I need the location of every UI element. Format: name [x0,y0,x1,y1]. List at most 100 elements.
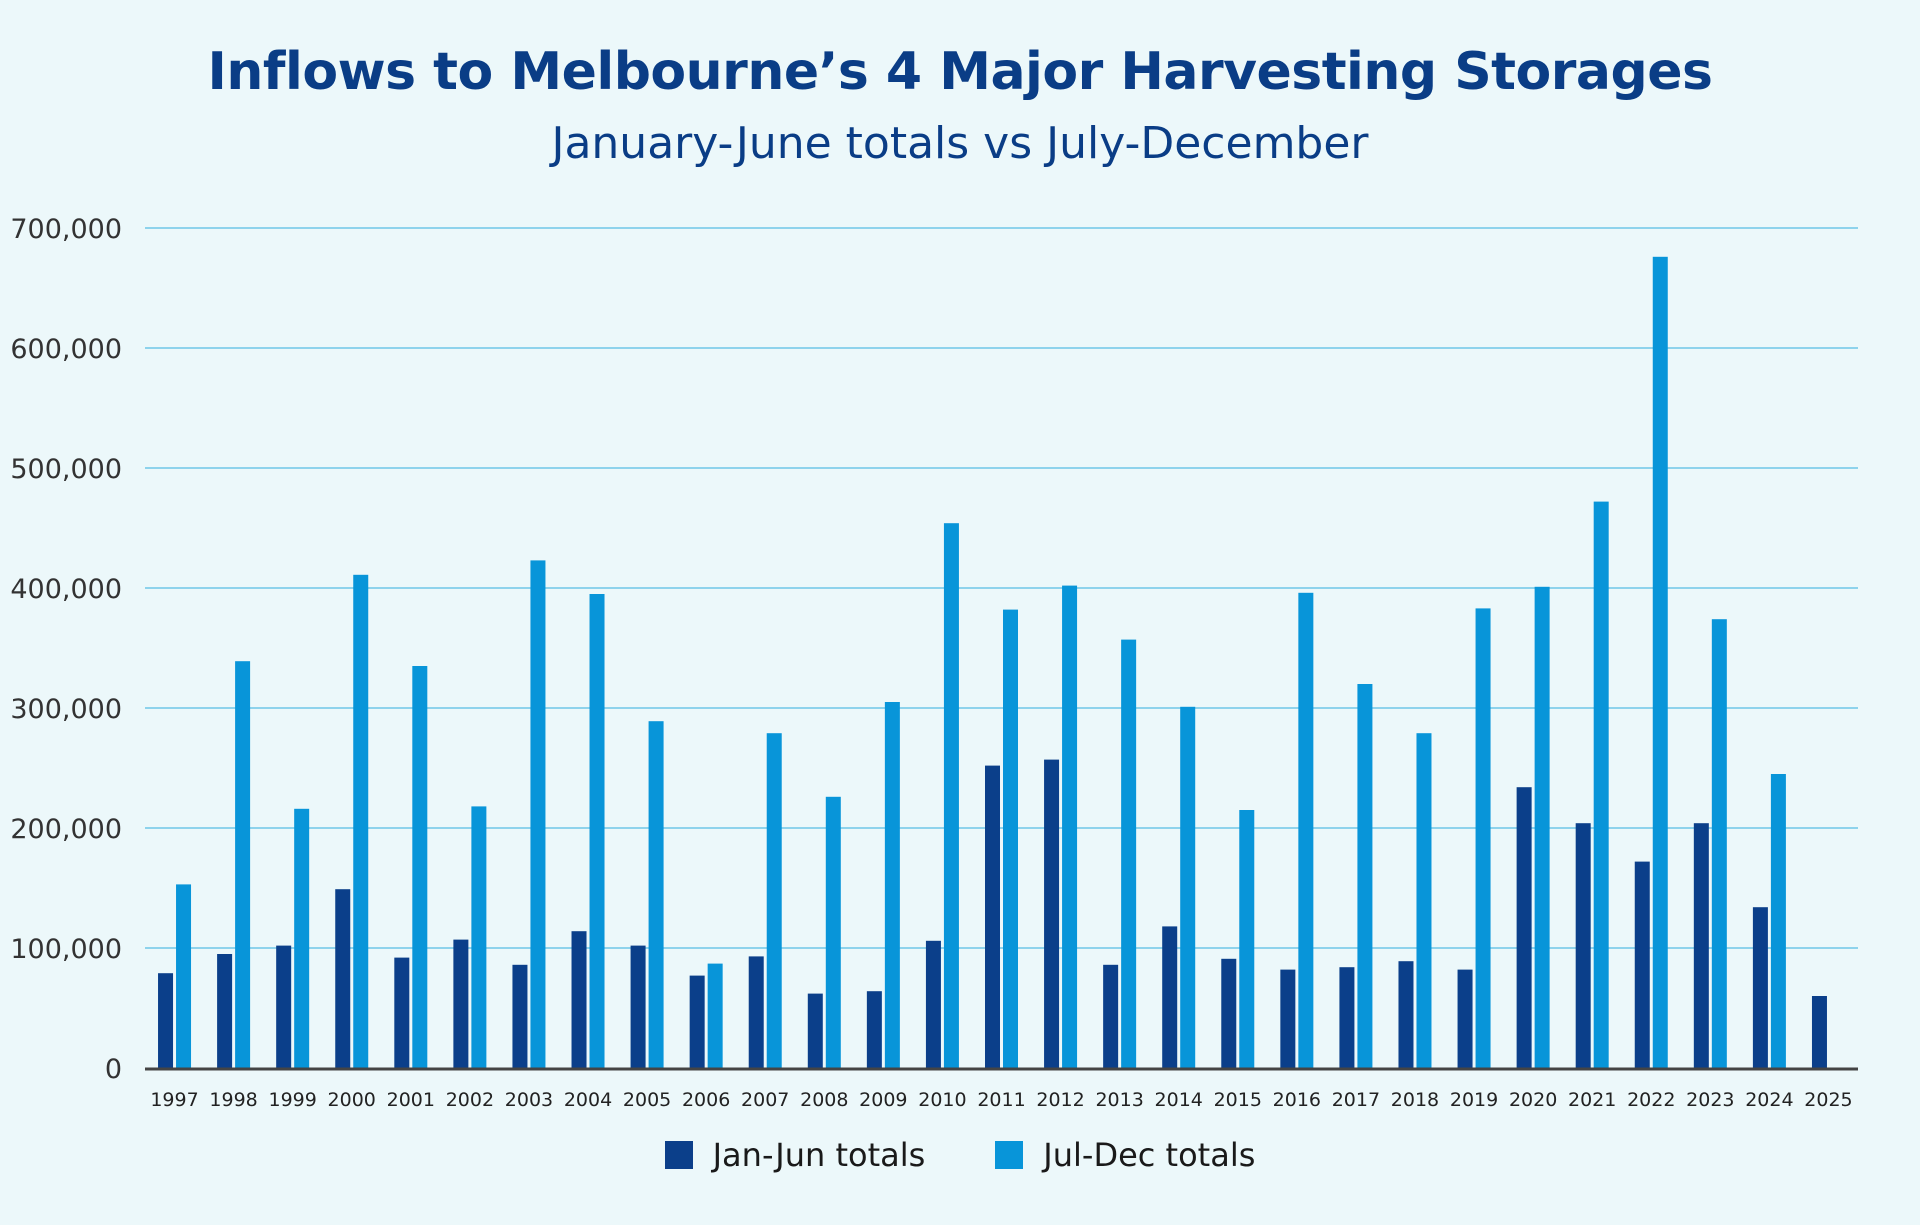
bar-jul-dec [589,594,605,1068]
x-tick-label: 2009 [859,1089,907,1111]
bar-jul-dec [1357,684,1373,1068]
bar-jan-jun [335,889,351,1068]
bar-jul-dec [766,733,782,1068]
y-tick-label: 700,000 [10,214,122,245]
bar-jan-jun [748,956,764,1068]
bar-jul-dec [530,560,546,1068]
bar-jan-jun [1457,969,1473,1068]
x-tick-label: 2014 [1155,1089,1203,1111]
bar-jan-jun [217,954,233,1068]
gridlines [145,227,1858,949]
bar-jan-jun [1575,823,1591,1068]
y-axis-ticks: 0 100,000 200,000 300,000 400,000 500,000 600,… [10,214,122,1085]
bar-jul-dec [1652,256,1668,1068]
x-tick-label: 2025 [1804,1089,1852,1111]
bar-jul-dec [1180,706,1196,1068]
bars [158,256,1827,1069]
x-tick-label: 2008 [800,1089,848,1111]
x-tick-label: 2024 [1745,1089,1793,1111]
bar-jan-jun [276,945,292,1068]
legend-label-jan-jun: Jan-Jun totals [712,1136,926,1174]
bar-jul-dec [1239,810,1255,1068]
x-tick-label: 2010 [918,1089,966,1111]
bar-jan-jun [512,964,528,1068]
x-tick-label: 2012 [1036,1089,1084,1111]
bar-jul-dec [1534,586,1550,1068]
legend-swatch-jan-jun [664,1141,693,1169]
bar-jul-dec [1062,585,1078,1068]
x-tick-label: 2019 [1450,1089,1498,1111]
x-tick-label: 2023 [1686,1089,1734,1111]
bar-jul-dec [1593,501,1609,1069]
bar-jul-dec [825,796,841,1068]
bar-jan-jun [689,975,705,1068]
y-tick-label: 100,000 [10,934,122,965]
x-tick-label: 2006 [682,1089,730,1111]
y-tick-label: 500,000 [10,454,122,485]
bar-jan-jun [985,765,1000,1068]
x-tick-label: 2021 [1568,1089,1616,1111]
bar-jan-jun [1634,861,1650,1068]
x-tick-label: 1999 [268,1089,316,1111]
bar-jan-jun [1103,964,1119,1068]
legend-item-jan-jun: Jan-Jun totals [664,1136,926,1174]
legend-label-jul-dec: Jul-Dec totals [1043,1136,1256,1174]
bar-jan-jun [1693,823,1709,1068]
bar-jan-jun [1752,907,1768,1068]
bar-jan-jun [1811,996,1827,1068]
x-axis-ticks: 1997 1998 1999 2000 2001 2002 2003 2004 2005 2006… [150,1089,1852,1111]
bar-jul-dec [471,806,487,1068]
x-tick-label: 2002 [446,1089,494,1111]
bar-jul-dec [1298,592,1314,1068]
bar-jan-jun [1044,759,1060,1068]
bar-jul-dec [1121,639,1137,1068]
x-tick-label: 2020 [1509,1089,1557,1111]
y-tick-label: 0 [105,1054,122,1085]
x-tick-label: 2015 [1214,1089,1262,1111]
bar-jul-dec [1475,608,1491,1068]
chart-title: Inflows to Melbourne’s 4 Major Harvestin… [207,42,1713,102]
bar-jan-jun [925,940,941,1068]
y-tick-label: 200,000 [10,814,122,845]
y-tick-label: 400,000 [10,574,122,605]
x-tick-label: 2017 [1332,1089,1380,1111]
bar-jan-jun [866,991,882,1068]
bar-jan-jun [1221,958,1237,1068]
x-tick-label: 2003 [505,1089,553,1111]
y-tick-label: 600,000 [10,334,122,365]
bar-jan-jun [394,957,410,1068]
chart-subtitle: January-June totals vs July-December [551,118,1369,169]
bar-jan-jun [453,939,469,1068]
bar-jul-dec [1416,733,1432,1068]
x-tick-label: 2013 [1095,1089,1143,1111]
bar-jul-dec [648,721,664,1068]
x-tick-label: 2018 [1391,1089,1439,1111]
x-tick-label: 2016 [1273,1089,1321,1111]
bar-jul-dec [176,884,192,1068]
bar-jul-dec [294,808,310,1068]
bar-jan-jun [807,993,823,1068]
bar-jan-jun [1398,961,1414,1068]
y-tick-label: 300,000 [10,694,122,725]
bar-jul-dec [1711,619,1727,1068]
legend-swatch-jul-dec [995,1141,1024,1169]
bar-jul-dec [1003,609,1018,1068]
bar-jul-dec [707,963,723,1068]
bar-jan-jun [630,945,646,1068]
bar-jan-jun [158,973,174,1068]
legend: Jan-Jun totals Jul-Dec totals [0,1136,1920,1174]
bar-jul-dec [1770,774,1786,1068]
x-tick-label: 2011 [977,1089,1025,1111]
bar-jan-jun [1162,926,1178,1068]
bar-jan-jun [571,931,587,1068]
bar-jan-jun [1339,967,1355,1068]
bar-jan-jun [1280,969,1296,1068]
bar-jul-dec [943,523,959,1068]
bar-jul-dec [412,666,428,1068]
x-tick-label: 1997 [150,1089,198,1111]
x-tick-label: 2004 [564,1089,612,1111]
x-tick-label: 2005 [623,1089,671,1111]
bar-jul-dec [884,702,900,1068]
